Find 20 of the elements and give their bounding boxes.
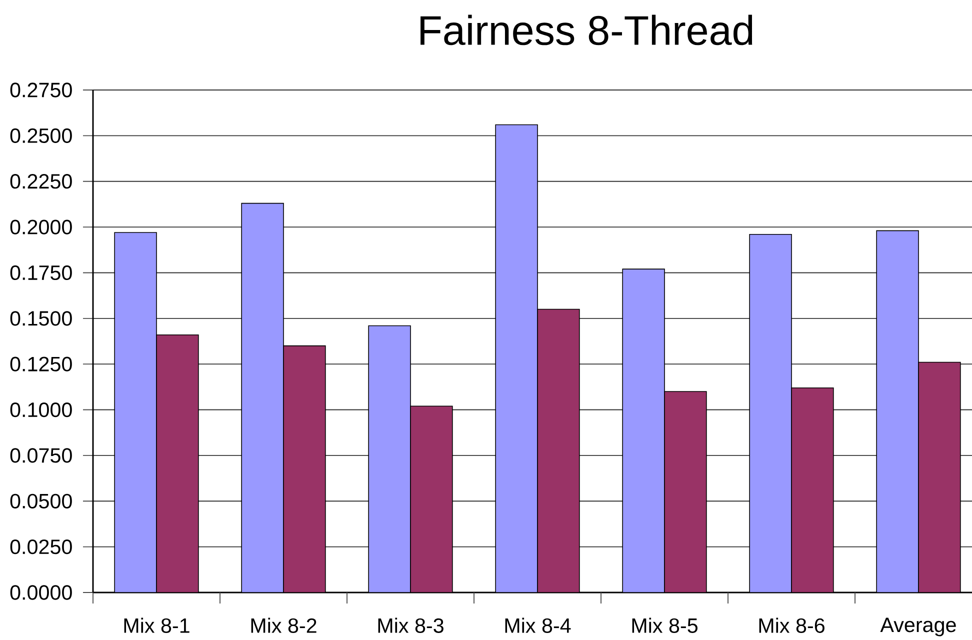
chart-title: Fairness 8-Thread (420, 14, 752, 46)
y-tick-label: 0.2500 (10, 128, 72, 144)
y-tick-label: 0.1750 (10, 265, 72, 280)
x-tick-label: Average (880, 618, 956, 636)
y-tick-label: 0.1250 (10, 356, 72, 372)
y-tick-label: 0.0500 (10, 494, 72, 508)
x-tick-label: Mix 8-2 (251, 618, 316, 633)
x-tick-label: Mix 8-1 (124, 618, 190, 633)
y-tick-label: 0.2000 (10, 220, 72, 234)
y-tick-label: 0.1500 (10, 311, 72, 326)
y-tick-label: 0.0750 (10, 448, 72, 463)
x-tick-label: Mix 8-4 (505, 618, 571, 633)
y-tick-label: 0.0250 (10, 540, 72, 554)
y-tick-label: 0.2250 (10, 174, 72, 189)
x-tick-label: Mix 8-6 (759, 618, 824, 633)
y-tick-label: 0.1000 (10, 402, 72, 418)
y-tick-label: 0.2750 (10, 82, 72, 98)
y-tick-label: 0.0000 (10, 585, 72, 600)
x-tick-label: Mix 8-3 (378, 618, 444, 633)
x-tick-label: Mix 8-5 (632, 618, 698, 633)
